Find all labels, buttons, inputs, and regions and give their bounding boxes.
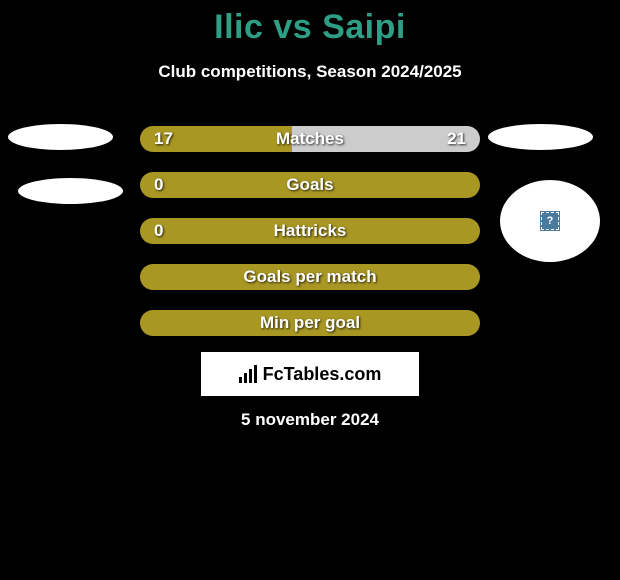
stat-label: Matches	[140, 126, 480, 152]
stat-label: Goals	[140, 172, 480, 198]
stat-row-min-per-goal: Min per goal	[140, 310, 480, 336]
stat-label: Hattricks	[140, 218, 480, 244]
stat-row-goals: Goals0	[140, 172, 480, 198]
left-player-ellipse-2	[18, 178, 123, 204]
stat-label: Goals per match	[140, 264, 480, 290]
logo-bars-icon	[239, 365, 257, 383]
stat-value-left: 0	[154, 218, 163, 244]
right-player-circle: ?	[500, 180, 600, 262]
infographic-date: 5 november 2024	[0, 410, 620, 430]
unknown-badge-icon: ?	[541, 212, 559, 230]
stat-label: Min per goal	[140, 310, 480, 336]
fctables-logo: FcTables.com	[201, 352, 419, 396]
stat-value-left: 0	[154, 172, 163, 198]
stat-row-hattricks: Hattricks0	[140, 218, 480, 244]
page-subtitle: Club competitions, Season 2024/2025	[0, 62, 620, 82]
logo-text: FcTables.com	[263, 364, 382, 385]
stat-row-matches: Matches17 21	[140, 126, 480, 152]
stat-value-right: 21	[447, 126, 466, 152]
left-player-ellipse-1	[8, 124, 113, 150]
right-player-ellipse	[488, 124, 593, 150]
stat-row-goals-per-match: Goals per match	[140, 264, 480, 290]
page-title: Ilic vs Saipi	[0, 8, 620, 47]
stat-value-left: 17	[154, 126, 173, 152]
